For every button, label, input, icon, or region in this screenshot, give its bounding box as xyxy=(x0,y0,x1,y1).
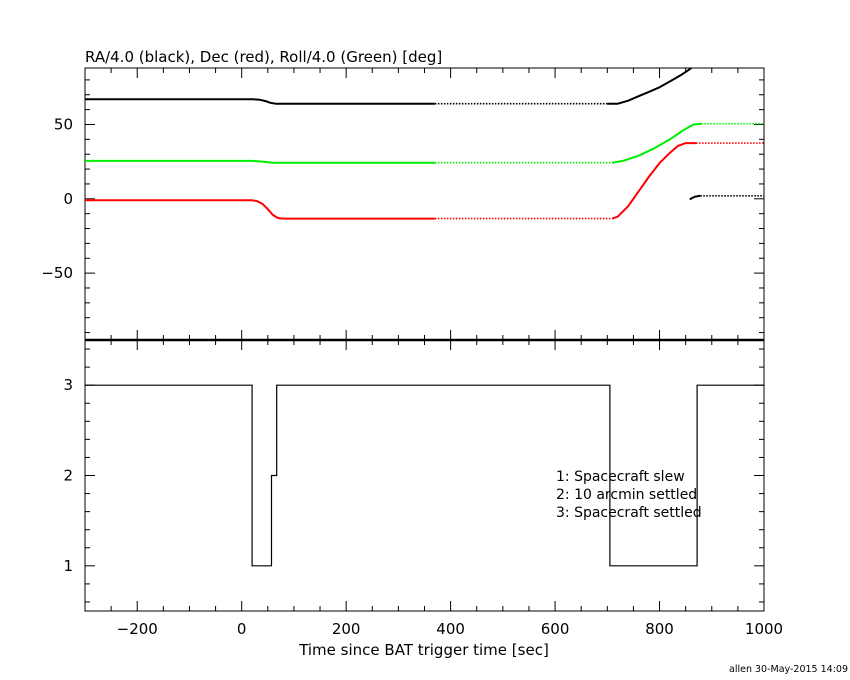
x-tick-label: 1000 xyxy=(745,620,783,638)
bottom-panel-ticks xyxy=(84,338,765,611)
top-panel-series xyxy=(85,68,764,220)
series-ra-4-0-line xyxy=(607,68,694,105)
series-ra-4-0-line xyxy=(85,98,435,105)
bottom-panel: 3 2 1 −200 0 200 400 600 800 1000 1: Spacecraft … xyxy=(63,338,783,659)
series-dec-line xyxy=(612,142,697,220)
series-roll-4-0-line xyxy=(612,122,702,164)
x-tick-label: 0 xyxy=(237,620,247,638)
x-tick-label: 200 xyxy=(332,620,361,638)
y-tick-label: 3 xyxy=(63,376,73,394)
series-ra-4-0-line xyxy=(689,194,701,201)
legend-entry-settled: 3: Spacecraft settled xyxy=(556,505,702,521)
y-tick-label: 2 xyxy=(63,467,73,485)
top-panel-frame xyxy=(84,67,765,341)
legend-entry-10-arcmin: 2: 10 arcmin settled xyxy=(556,487,697,503)
series-dec-line xyxy=(85,199,435,220)
y-tick-label: 0 xyxy=(63,190,73,208)
top-panel-y-tick-labels: 50 0 −50 xyxy=(41,115,73,282)
status-legend: 1: Spacecraft slew 2: 10 arcmin settled … xyxy=(556,469,702,521)
y-tick-label: −50 xyxy=(41,264,73,282)
series-roll-4-0-line xyxy=(85,159,435,164)
x-tick-label: 600 xyxy=(541,620,570,638)
top-panel-ticks xyxy=(84,68,765,340)
x-axis-label: Time since BAT trigger time [sec] xyxy=(298,641,549,659)
status-step-line xyxy=(85,384,764,567)
bottom-panel-y-tick-labels: 3 2 1 xyxy=(63,376,73,575)
top-panel: RA/4.0 (black), Dec (red), Roll/4.0 (Gre… xyxy=(41,48,765,341)
bottom-panel-series xyxy=(85,384,764,567)
top-panel-title: RA/4.0 (black), Dec (red), Roll/4.0 (Gre… xyxy=(85,48,442,66)
x-tick-label: 800 xyxy=(645,620,674,638)
x-axis-tick-labels: −200 0 200 400 600 800 1000 xyxy=(117,620,783,638)
legend-entry-slew: 1: Spacecraft slew xyxy=(556,469,685,485)
x-tick-label: 400 xyxy=(436,620,465,638)
footer-credit: allen 30-May-2015 14:09 xyxy=(729,664,848,675)
y-tick-label: 50 xyxy=(54,115,73,133)
x-tick-label: −200 xyxy=(117,620,158,638)
y-tick-label: 1 xyxy=(63,557,73,575)
